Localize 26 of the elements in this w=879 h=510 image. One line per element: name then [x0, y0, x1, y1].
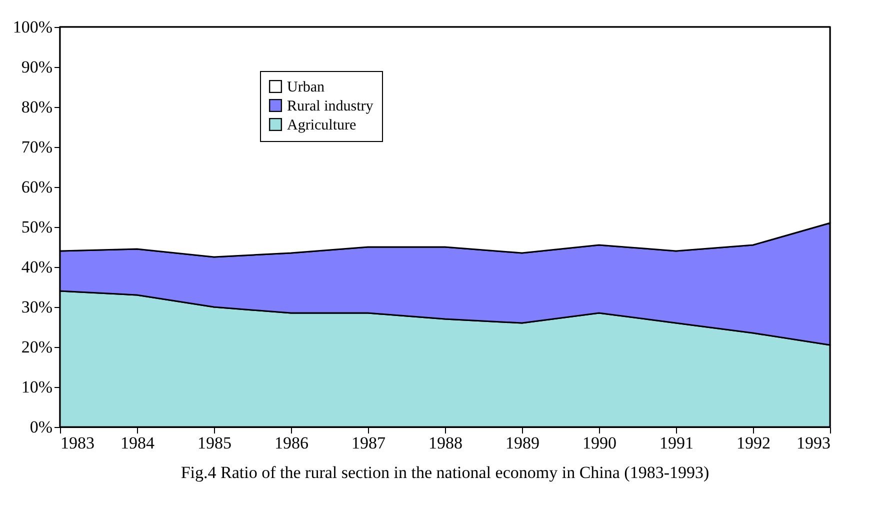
x-tick-label: 1991 — [660, 434, 694, 452]
y-tick-label: 0% — [30, 418, 52, 436]
x-tick-label: 1984 — [120, 434, 155, 452]
y-tick-label: 50% — [21, 218, 52, 236]
text: Fig.4 Ratio of the rural section in the national economy in China (1983-1993) — [180, 463, 710, 482]
y-tick-label: 30% — [21, 298, 52, 316]
x-tick-label: 1986 — [274, 434, 308, 452]
x-tick-label: 1990 — [582, 434, 616, 452]
x-tick-label: 1993 — [796, 434, 830, 452]
y-tick-label: 100% — [12, 18, 52, 36]
y-tick-label: 70% — [21, 138, 52, 156]
x-tick-label: 1992 — [736, 434, 770, 452]
x-tick-label: 1987 — [352, 434, 386, 452]
y-tick-label: 10% — [21, 378, 52, 396]
y-tick-label: 60% — [21, 178, 52, 196]
x-tick-label: 1983 — [60, 434, 94, 452]
x-tick-label: 1985 — [198, 434, 232, 452]
y-tick-label: 40% — [21, 258, 52, 276]
y-tick-label: 20% — [21, 338, 52, 356]
x-tick-label: 1988 — [428, 434, 462, 452]
x-tick-label: 1989 — [506, 434, 540, 452]
legend-label: Agriculture — [287, 118, 356, 134]
y-tick-label: 80% — [21, 98, 52, 116]
legend-label: Rural industry — [287, 98, 374, 114]
y-tick-label: 90% — [21, 58, 52, 76]
legend-label: Urban — [287, 80, 325, 96]
